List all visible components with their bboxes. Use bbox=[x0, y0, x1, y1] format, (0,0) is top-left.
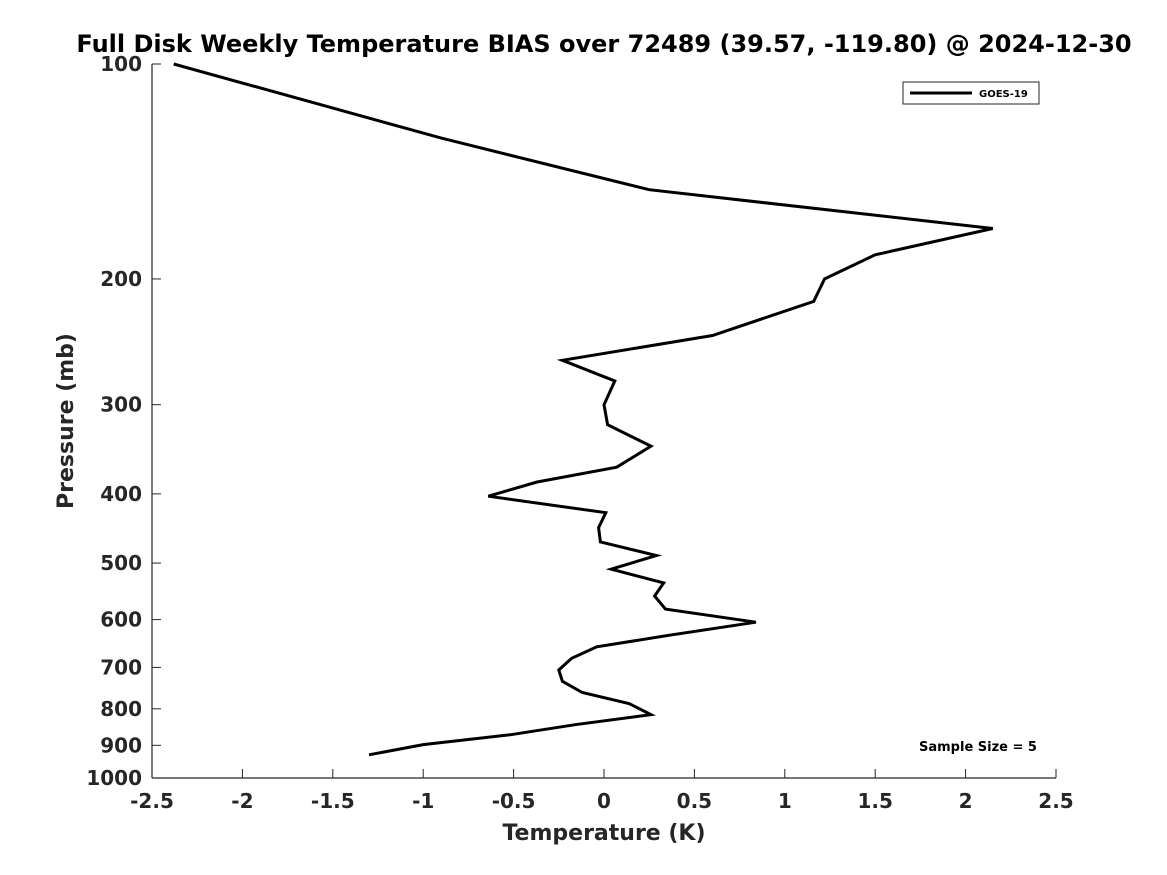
y-tick-label: 500 bbox=[100, 551, 142, 575]
x-tick-label: -2.5 bbox=[130, 789, 174, 813]
y-axis-label: Pressure (mb) bbox=[54, 333, 79, 509]
legend-label-goes-19: GOES-19 bbox=[979, 89, 1028, 100]
series-layer bbox=[173, 62, 994, 757]
y-tick-label: 300 bbox=[100, 393, 142, 417]
x-tick-label: 2 bbox=[959, 789, 973, 813]
y-tick-label: 700 bbox=[100, 655, 142, 679]
chart-title: Full Disk Weekly Temperature BIAS over 7… bbox=[76, 30, 1131, 58]
y-tick-label: 800 bbox=[100, 697, 142, 721]
x-tick-label: 1 bbox=[778, 789, 792, 813]
y-tick-label: 900 bbox=[100, 733, 142, 757]
x-tick-label: 1.5 bbox=[857, 789, 892, 813]
x-tick-label: 0.5 bbox=[677, 789, 712, 813]
axes bbox=[151, 64, 1056, 779]
legend: GOES-19 bbox=[902, 81, 1040, 105]
x-axis-label: Temperature (K) bbox=[502, 821, 705, 846]
series-line-goes-19 bbox=[173, 62, 994, 757]
x-tick-label: 0 bbox=[597, 789, 611, 813]
y-tick-label: 200 bbox=[100, 267, 142, 291]
x-tick-label: 2.5 bbox=[1038, 789, 1073, 813]
y-tick-label: 400 bbox=[100, 482, 142, 506]
x-tick-label: -1 bbox=[412, 789, 434, 813]
y-tick-label: 1000 bbox=[86, 766, 142, 790]
plot-area bbox=[152, 64, 1056, 778]
y-tick-label: 600 bbox=[100, 608, 142, 632]
x-tick-label: -0.5 bbox=[492, 789, 536, 813]
x-axis-ticks: -2.5 -2 -1.5 -1 -0.5 0 0.5 1 1.5 2 2.5 bbox=[130, 769, 1074, 813]
y-tick-label: 100 bbox=[100, 52, 142, 76]
y-axis-ticks: 100 200 300 400 500 600 700 800 900 1000 bbox=[86, 52, 161, 790]
x-tick-label: -1.5 bbox=[311, 789, 355, 813]
x-tick-label: -2 bbox=[231, 789, 253, 813]
sample-size-annotation: Sample Size = 5 bbox=[919, 740, 1037, 755]
